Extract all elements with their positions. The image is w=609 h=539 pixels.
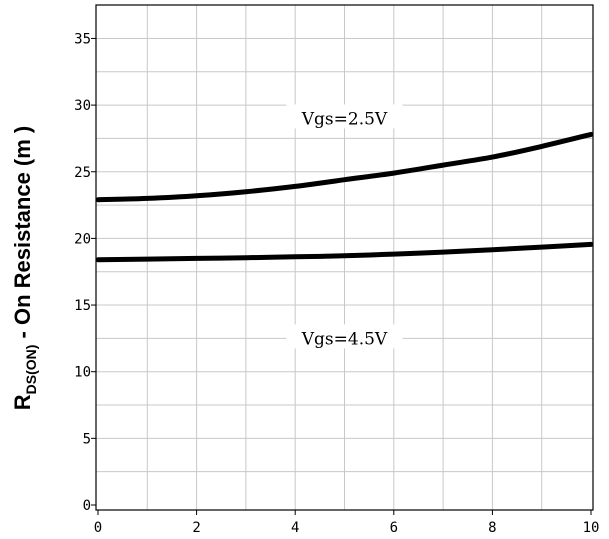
- x-tick-label: 10: [583, 520, 600, 536]
- x-tick-label: 0: [94, 520, 102, 536]
- y-tick-label: 10: [74, 365, 91, 381]
- y-tick-label: 5: [83, 431, 91, 447]
- y-tick-label: 25: [74, 165, 91, 181]
- y-tick-label: 0: [83, 498, 91, 514]
- x-tick-label: 2: [192, 520, 200, 536]
- series-lines: [95, 131, 594, 263]
- tick-marks: [91, 37, 592, 515]
- y-axis-label-sub: DS(ON): [23, 345, 39, 395]
- y-axis-label-main: R: [10, 394, 35, 410]
- y-tick-label: 35: [74, 31, 91, 47]
- annotation-vgs-2-5v: Vgs=2.5V: [301, 109, 388, 129]
- x-tick-label: 4: [291, 520, 299, 536]
- annotation-background: [286, 324, 403, 349]
- x-tick-label: 8: [488, 520, 496, 536]
- y-axis-label-rest: - On Resistance (m ): [10, 126, 35, 345]
- x-tick-label: 6: [390, 520, 398, 536]
- y-tick-label: 20: [74, 231, 91, 247]
- annotations: Vgs=2.5V Vgs=4.5V: [286, 104, 403, 349]
- annotation-vgs-4-5v: Vgs=4.5V: [301, 329, 388, 349]
- tick-labels: 0 2 4 6 8 10 0 5 10 15 20 25 30 35: [74, 31, 599, 536]
- annotation-background: [286, 104, 403, 129]
- series-line-vgs-2-5v: [95, 131, 594, 203]
- y-axis-label: RDS(ON) - On Resistance (m ): [10, 126, 39, 411]
- series-line-vgs-4-5v: [95, 241, 594, 263]
- plot-frame: [95, 4, 594, 511]
- y-tick-label: 15: [74, 298, 91, 314]
- y-tick-label: 30: [74, 98, 91, 114]
